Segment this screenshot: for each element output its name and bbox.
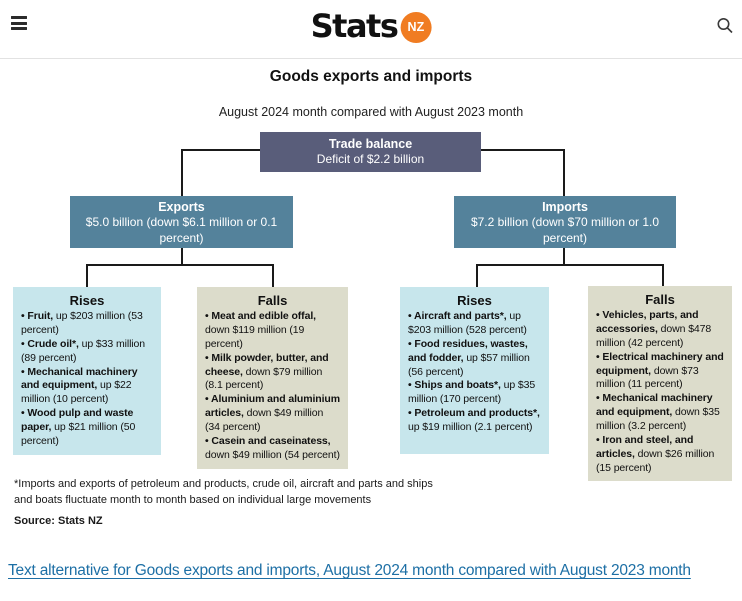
search-icon	[717, 18, 733, 34]
connector-line	[476, 264, 478, 287]
exports-label: Exports	[158, 200, 205, 214]
stats-nz-logo[interactable]: Stats NZ	[311, 6, 432, 46]
category-item: • Iron and steel, and articles, down $26…	[596, 433, 715, 474]
exports-falls-list: • Meat and edible offal, down $119 milli…	[205, 310, 340, 462]
imports-box: Imports $7.2 billion (down $70 million o…	[454, 196, 676, 249]
nz-badge-icon: NZ	[400, 11, 432, 43]
category-item: • Crude oil*, up $33 million (89 percent…	[21, 337, 146, 364]
exports-falls-box: Falls • Meat and edible offal, down $119…	[197, 287, 348, 469]
category-item: • Petroleum and products*, up $19 millio…	[408, 407, 540, 434]
exports-rises-box: Rises • Fruit, up $203 million (53 perce…	[13, 287, 161, 455]
connector-line	[476, 264, 664, 266]
category-item: • Mechanical machinery and equipment, up…	[21, 365, 138, 406]
exports-falls-title: Falls	[257, 293, 288, 308]
category-item: • Vehicles, parts, and accessories, down…	[596, 309, 712, 349]
exports-rises-title: Rises	[69, 293, 105, 308]
logo-wordmark: Stats	[310, 7, 399, 45]
imports-rises-list: • Aircraft and parts*, up $203 million (…	[408, 310, 541, 435]
trade-balance-value: Deficit of $2.2 billion	[316, 152, 425, 167]
imports-label: Imports	[542, 200, 588, 214]
category-item: • Food residues, wastes, and fodder, up …	[408, 337, 530, 378]
imports-rises-title: Rises	[457, 293, 492, 308]
imports-value: $7.2 billion (down $70 million or 1.0 pe…	[470, 215, 660, 245]
category-item: • Mechanical machinery and equipment, do…	[596, 392, 720, 433]
exports-box: Exports $5.0 billion (down $6.1 million …	[70, 196, 293, 249]
connector-line	[662, 264, 664, 287]
connector-line	[181, 149, 183, 197]
exports-rises-list: • Fruit, up $203 million (53 percent) • C…	[21, 310, 153, 449]
category-item: • Aluminium and aluminium articles, down…	[205, 393, 340, 434]
connector-line	[86, 264, 274, 266]
site-header: Stats NZ	[0, 0, 742, 59]
imports-falls-box: Falls • Vehicles, parts, and accessories…	[588, 286, 732, 482]
category-item: • Meat and edible offal, down $119 milli…	[205, 310, 316, 350]
connector-line	[563, 244, 565, 266]
connector-line	[86, 264, 88, 287]
diagram-title: Goods exports and imports	[269, 68, 473, 85]
category-item: • Ships and boats*, up $35 million (170 …	[408, 379, 536, 406]
menu-button[interactable]	[11, 16, 33, 36]
search-button[interactable]	[714, 15, 736, 37]
category-item: • Aircraft and parts*, up $203 million (…	[408, 310, 527, 337]
trade-balance-box: Trade balance Deficit of $2.2 billion	[260, 132, 481, 172]
connector-line	[563, 149, 565, 197]
imports-falls-list: • Vehicles, parts, and accessories, down…	[596, 309, 724, 475]
exports-value: $5.0 billion (down $6.1 million or 0.1 p…	[85, 215, 278, 245]
connector-line	[181, 244, 183, 266]
category-item: • Wood pulp and waste paper, up $21 mill…	[21, 407, 136, 447]
diagram-source: Source: Stats NZ	[14, 515, 103, 527]
imports-rises-box: Rises • Aircraft and parts*, up $203 mil…	[400, 287, 549, 454]
category-item: • Electrical machinery and equipment, do…	[596, 350, 724, 391]
category-item: • Milk powder, butter, and cheese, down …	[205, 351, 329, 392]
diagram-subtitle: August 2024 month compared with August 2…	[218, 105, 524, 119]
text-alternative-link[interactable]: Text alternative for Goods exports and i…	[8, 562, 691, 579]
diagram-footnote: *Imports and exports of petroleum and pr…	[14, 478, 433, 506]
connector-line	[272, 264, 274, 287]
trade-balance-label: Trade balance	[328, 137, 413, 151]
category-item: • Fruit, up $203 million (53 percent)	[21, 310, 143, 337]
imports-falls-title: Falls	[645, 292, 675, 307]
category-item: • Casein and caseinatess, down $49 milli…	[205, 434, 340, 461]
hamburger-icon	[11, 16, 27, 19]
